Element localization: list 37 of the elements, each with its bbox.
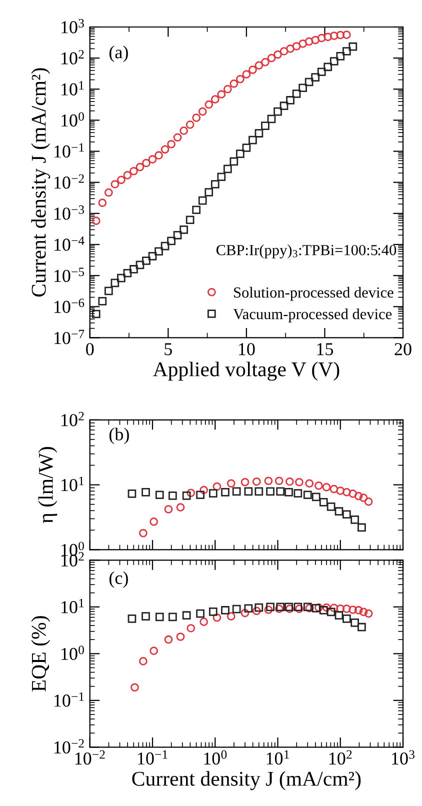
x-axis-title: Current density J (mA/cm²) <box>132 771 361 790</box>
y-tick-label: 10$^{−4}$ <box>54 236 84 251</box>
y-axis-title: η (lm/W) <box>38 447 58 524</box>
legend-label: Solution-processed device <box>234 286 394 301</box>
y-tick-label: 10$^{−6}$ <box>54 298 84 313</box>
x-tick-label: 10$^{1}$ <box>266 750 289 765</box>
x-tick-label: 5 <box>164 343 172 356</box>
y-tick-label: 10$^{−7}$ <box>54 330 84 344</box>
y-tick-label: 10$^{2}$ <box>62 412 84 426</box>
annotation: CBP:Ir(ppy)$_{3}$:TPBi=100:5:40 <box>216 244 396 258</box>
legend-label: Vacuum-processed device <box>233 308 392 322</box>
x-tick-label: 10$^{2}$ <box>329 750 352 765</box>
annotation: (c) <box>109 571 128 588</box>
y-axis-title: Current density J (mA/cm²) <box>31 68 50 297</box>
y-tick-label: 10$^{0}$ <box>62 646 84 660</box>
x-tick-label: 0 <box>86 343 94 356</box>
y-tick-label: 10$^{1}$ <box>62 81 84 96</box>
annotation: (a) <box>109 46 128 62</box>
annotation: (b) <box>109 428 129 444</box>
x-tick-label: 20 <box>394 343 412 356</box>
y-axis-title: EQE (%) <box>31 616 50 692</box>
x-tick-label: 10$^{−1}$ <box>138 750 168 765</box>
x-tick-label: 10 <box>239 343 255 356</box>
y-tick-label: 10$^{1}$ <box>62 476 84 492</box>
y-tick-label: 10$^{−1}$ <box>54 692 84 707</box>
y-tick-label: 10$^{−3}$ <box>54 205 84 220</box>
y-tick-label: 10$^{−5}$ <box>54 268 84 282</box>
y-tick-label: 10$^{−2}$ <box>54 174 84 189</box>
y-tick-label: 10$^{1}$ <box>62 598 84 614</box>
y-tick-label: 10$^{2}$ <box>62 50 84 64</box>
x-tick-label: 15 <box>317 343 334 356</box>
x-tick-label: 10$^{3}$ <box>392 750 414 765</box>
y-tick-label: 10$^{0}$ <box>62 112 84 127</box>
y-tick-label: 10$^{−1}$ <box>54 143 84 158</box>
x-axis-title: Applied voltage V (V) <box>153 362 340 381</box>
x-tick-label: 10$^{0}$ <box>204 750 227 765</box>
y-tick-label: 10$^{3}$ <box>62 19 84 34</box>
